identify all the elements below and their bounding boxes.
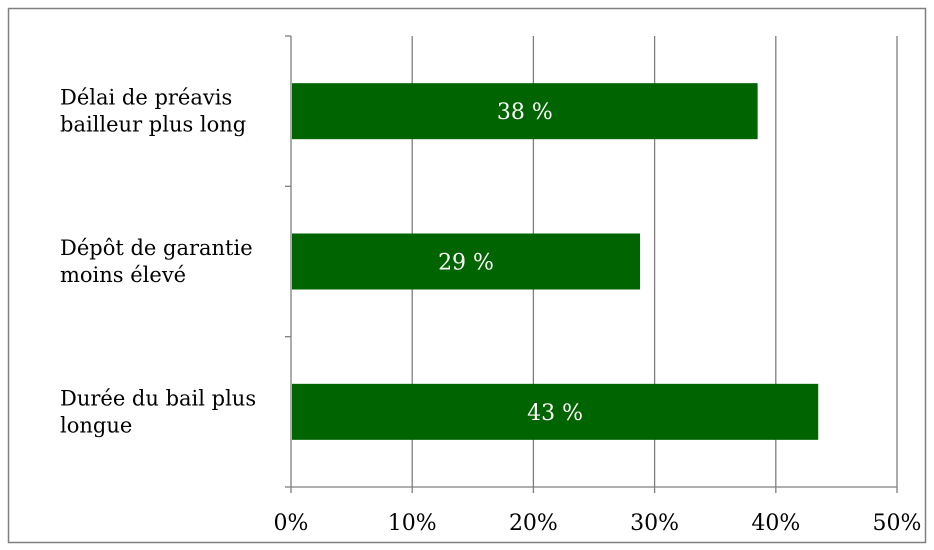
x-tick-label: 50% xyxy=(873,511,922,536)
x-tick-label: 30% xyxy=(630,511,679,536)
data-label-1: 29 % xyxy=(438,251,494,276)
category-label-line: Délai de préavis xyxy=(60,86,232,110)
category-label-line: longue xyxy=(60,413,132,437)
bar-2 xyxy=(292,383,819,440)
x-tick-label: 10% xyxy=(388,511,437,536)
data-label-2: 43 % xyxy=(527,401,583,426)
category-label-2: Durée du bail plus longue xyxy=(60,386,256,437)
category-label-line: Dépôt de garantie xyxy=(60,236,253,260)
bar-1 xyxy=(292,233,641,290)
axes xyxy=(285,35,898,493)
bars xyxy=(292,83,819,440)
labels: 0% 10% 20% 30% 40% 50% 38 % Délai de préavis bai… xyxy=(60,86,921,536)
category-label-1: Dépôt de garantie moins élevé xyxy=(60,236,253,287)
x-tick-label: 0% xyxy=(274,511,309,536)
bar-0 xyxy=(292,83,758,140)
x-tick-label: 20% xyxy=(509,511,558,536)
data-label-0: 38 % xyxy=(497,100,553,125)
category-label-0: Délai de préavis bailleur plus long xyxy=(60,86,246,137)
category-label-line: bailleur plus long xyxy=(60,113,246,137)
x-tick-label: 40% xyxy=(751,511,800,536)
category-label-line: moins élevé xyxy=(60,263,186,287)
category-label-line: Durée du bail plus xyxy=(60,386,256,410)
